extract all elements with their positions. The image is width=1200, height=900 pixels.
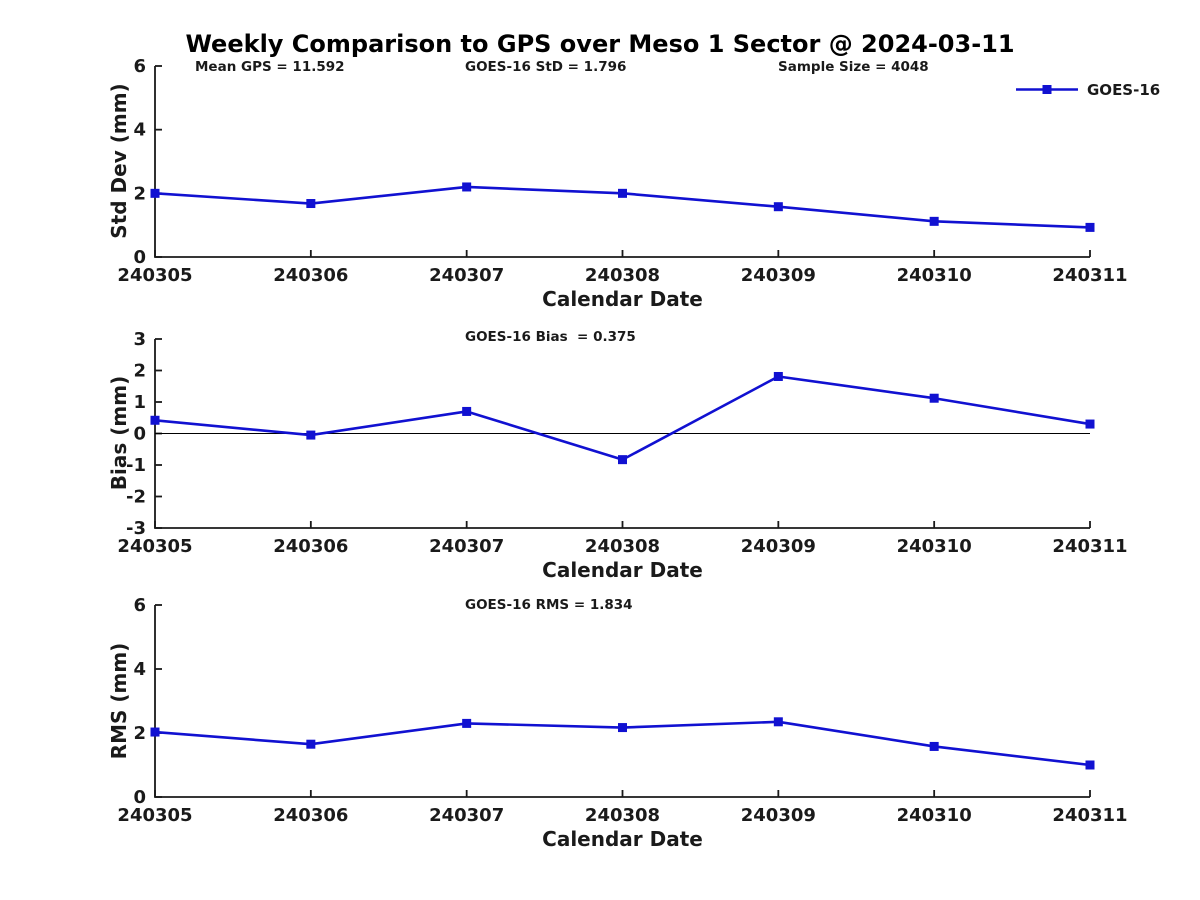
x-tick-label: 240305	[117, 265, 192, 286]
ylabel-rms: RMS (mm)	[107, 642, 131, 760]
y-tick-label: 0	[133, 787, 146, 808]
x-tick-label: 240305	[117, 536, 192, 557]
stddev-marker	[618, 188, 627, 198]
axis-stddev	[154, 66, 1090, 258]
bias-marker	[1085, 419, 1095, 429]
rms-marker	[306, 739, 316, 749]
rms-marker	[462, 718, 472, 728]
stat-mean-gps: Mean GPS = 11.592	[195, 59, 345, 75]
subtitle-bias: GOES-16 Bias = 0.375	[465, 329, 636, 345]
x-tick-label: 240309	[741, 805, 816, 826]
stddev-marker	[462, 182, 472, 192]
y-tick-label: 4	[133, 659, 146, 680]
x-tick-label: 240311	[1052, 265, 1127, 286]
y-tick-label: 4	[133, 120, 146, 141]
stddev-marker	[929, 216, 939, 226]
y-tick-label: 2	[133, 183, 146, 204]
axis-rms	[154, 605, 1090, 798]
y-tick-label: 1	[133, 392, 146, 413]
rms-marker	[773, 717, 783, 727]
x-tick-label: 240310	[897, 805, 972, 826]
x-tick-label: 240306	[273, 265, 348, 286]
bias-marker	[462, 406, 472, 416]
y-tick-label: -3	[126, 518, 146, 539]
bias-marker	[150, 415, 160, 425]
x-tick-label: 240307	[429, 805, 504, 826]
x-tick-label: 240308	[585, 265, 660, 286]
x-tick-label: 240305	[117, 805, 192, 826]
y-tick-label: 3	[133, 329, 146, 350]
x-tick-label: 240309	[741, 265, 816, 286]
x-tick-label: 240306	[273, 805, 348, 826]
stddev-marker	[150, 188, 160, 198]
x-tick-label: 240308	[585, 805, 660, 826]
y-tick-label: 6	[133, 595, 146, 616]
subplot-rms: 0 2 4 6 240305 240306 240307 240308 240309 240310…	[117, 595, 1127, 826]
legend-line-marker-icon	[1016, 85, 1078, 94]
stddev-marker	[306, 199, 316, 209]
x-tick-label: 240311	[1052, 536, 1127, 557]
ylabel-bias: Bias (mm)	[107, 375, 131, 491]
stat-sample-size: Sample Size = 4048	[778, 59, 929, 75]
stddev-marker	[1085, 222, 1095, 232]
x-tick-label: 240307	[429, 536, 504, 557]
x-tick-label: 240311	[1052, 805, 1127, 826]
y-tick-label: 2	[133, 361, 146, 382]
legend-series-label: GOES-16	[1087, 80, 1161, 99]
subplot-bias: -3 -2 -1 0 1 2 3 240305 240306 240307 240308 240309…	[117, 329, 1127, 557]
y-tick-label: 0	[133, 247, 146, 268]
legend: GOES-16	[1014, 80, 1161, 99]
x-tick-label: 240310	[897, 265, 972, 286]
x-tick-label: 240308	[585, 536, 660, 557]
xlabel-subplot-1: Calendar Date	[542, 287, 703, 311]
rms-marker	[618, 723, 627, 733]
rms-marker	[929, 741, 939, 751]
bias-marker	[618, 455, 627, 465]
y-tick-label: 6	[133, 56, 146, 77]
x-tick-label: 240306	[273, 536, 348, 557]
bias-marker	[929, 393, 939, 403]
subplot-stddev: 0 2 4 6 240305 240306 240307 240308 240309 240310…	[117, 56, 1127, 286]
figure-title: Weekly Comparison to GPS over Meso 1 Sec…	[185, 30, 1015, 58]
subtitle-rms: GOES-16 RMS = 1.834	[465, 597, 633, 613]
ylabel-std-dev: Std Dev (mm)	[107, 83, 131, 239]
xlabel-subplot-2: Calendar Date	[542, 558, 703, 582]
y-tick-label: -1	[126, 455, 146, 476]
x-tick-label: 240309	[741, 536, 816, 557]
x-tick-label: 240310	[897, 536, 972, 557]
y-tick-label: 0	[133, 424, 146, 445]
rms-marker	[1085, 760, 1095, 770]
rms-marker	[150, 727, 160, 737]
bias-series-line	[154, 375, 1091, 461]
y-tick-label: -2	[126, 487, 146, 508]
y-tick-label: 2	[133, 723, 146, 744]
stat-goes16-std: GOES-16 StD = 1.796	[465, 59, 627, 75]
stddev-marker	[773, 202, 783, 212]
bias-marker	[306, 430, 316, 440]
xlabel-subplot-3: Calendar Date	[542, 827, 703, 851]
x-tick-label: 240307	[429, 265, 504, 286]
bias-marker	[773, 371, 783, 381]
